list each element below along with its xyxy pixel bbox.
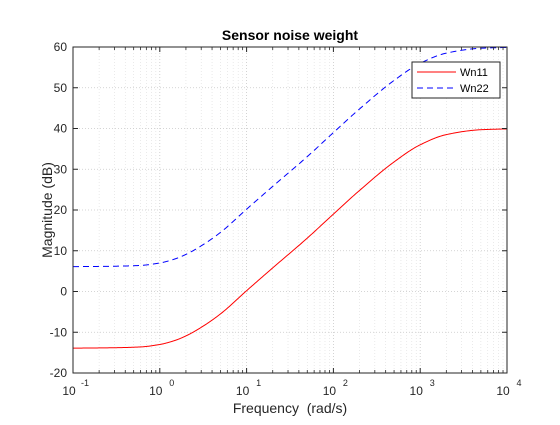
x-tick-exponent: 1 xyxy=(256,378,261,388)
legend-box xyxy=(411,61,501,99)
chart-title: Sensor noise weight xyxy=(222,27,358,43)
y-tick-label: 0 xyxy=(60,285,67,299)
legend-label-wn22: Wn22 xyxy=(460,83,489,95)
y-tick-label: 40 xyxy=(54,122,68,136)
y-tick-label: 30 xyxy=(54,162,68,176)
x-tick-label: 10 xyxy=(236,384,250,398)
x-tick-label: 10 xyxy=(323,384,337,398)
series-line-wn11 xyxy=(72,128,508,349)
x-tick-label: 10 xyxy=(496,384,510,398)
y-tick-label: 10 xyxy=(54,244,68,258)
legend-label-wn11: Wn11 xyxy=(460,67,488,79)
grid xyxy=(72,47,508,373)
x-axis-label: Frequency (rad/s) xyxy=(233,400,347,416)
y-tick-label: 50 xyxy=(54,81,68,95)
ticks xyxy=(72,46,508,374)
x-tick-label: 10 xyxy=(410,384,424,398)
series-line-wn22 xyxy=(72,46,508,268)
legend: Wn11 Wn22 xyxy=(411,61,501,99)
x-tick-exponent: -1 xyxy=(81,378,89,388)
y-tick-label: 20 xyxy=(54,203,68,217)
y-tick-labels: -20 -10 0 10 20 30 40 50 60 xyxy=(50,40,68,380)
x-tick-exponent: 3 xyxy=(430,378,435,388)
x-tick-exponent: 0 xyxy=(169,378,174,388)
x-tick-label: 10 xyxy=(149,384,163,398)
y-tick-label: -20 xyxy=(50,366,68,380)
y-tick-label: 60 xyxy=(54,40,68,54)
y-axis-label: Magnitude (dB) xyxy=(39,162,55,258)
x-tick-exponent: 4 xyxy=(516,378,521,388)
y-tick-label: -10 xyxy=(50,325,68,339)
series-lines xyxy=(72,46,508,349)
x-tick-label: 10 xyxy=(62,384,76,398)
x-tick-labels: 10 -1 10 0 10 1 10 2 10 3 10 4 xyxy=(62,378,521,398)
x-tick-exponent: 2 xyxy=(343,378,348,388)
